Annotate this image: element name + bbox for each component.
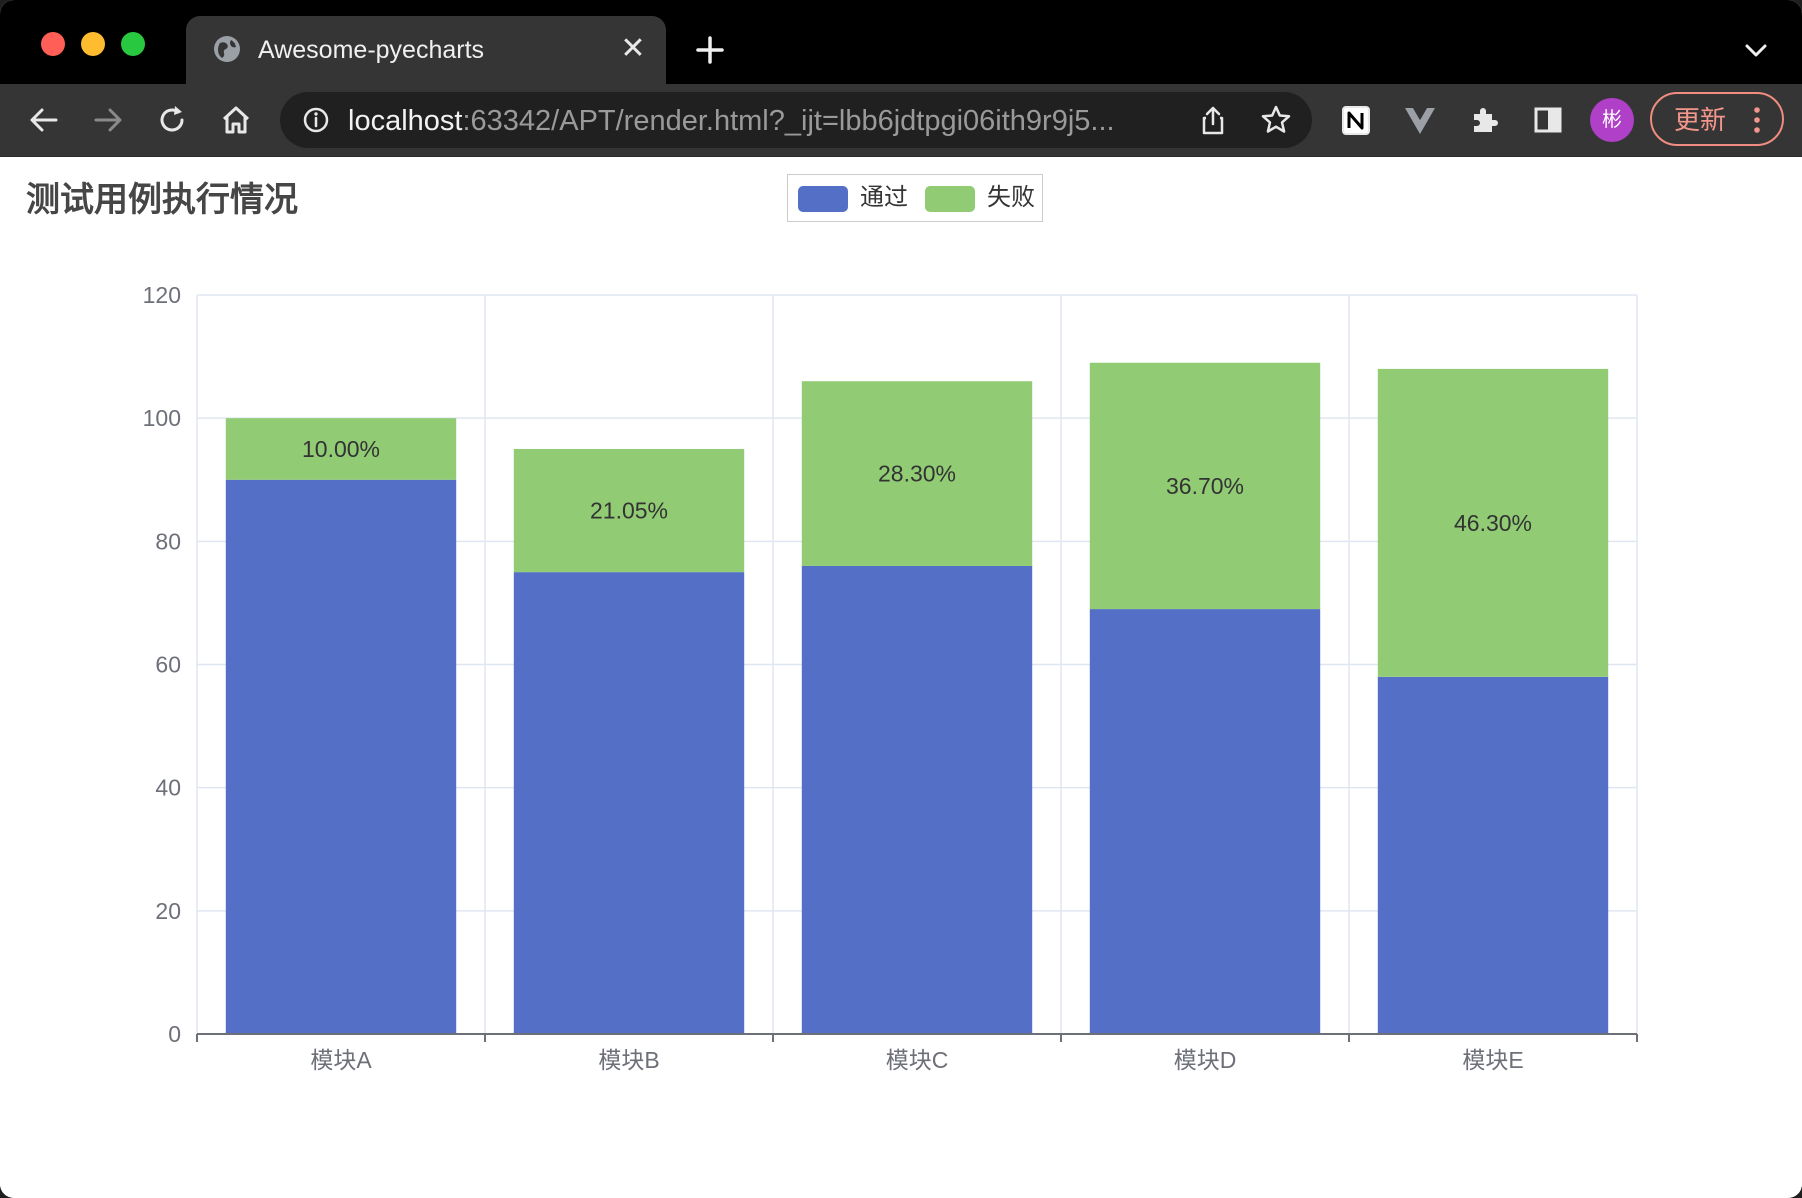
notion-extension-icon[interactable]	[1338, 102, 1374, 138]
globe-icon	[214, 36, 240, 62]
back-arrow-icon[interactable]	[26, 102, 62, 138]
bar-fail	[1089, 362, 1321, 610]
close-tab-icon[interactable]: ✕	[620, 32, 646, 65]
x-tick-label: 模块B	[598, 1047, 659, 1073]
url-host: localhost	[348, 105, 463, 137]
bar-data-label: 36.70%	[1166, 473, 1244, 499]
url-path: :63342/APT/render.html?_ijt=lbb6jdtpgi06…	[462, 105, 1115, 137]
browser-toolbar: localhost:63342/APT/render.html?_ijt=lbb…	[0, 84, 1802, 157]
x-tick-label: 模块C	[886, 1047, 949, 1073]
bar-pass	[1377, 676, 1609, 1034]
bar-fail	[1377, 368, 1609, 677]
bar-data-label: 21.05%	[590, 498, 668, 524]
x-tick-label: 模块D	[1174, 1047, 1237, 1073]
bar-pass	[801, 565, 1033, 1034]
extensions-puzzle-icon[interactable]	[1466, 102, 1502, 138]
bar-pass	[225, 479, 457, 1034]
tab-title: Awesome-pyecharts	[258, 36, 485, 64]
legend-label-pass: 通过	[860, 184, 908, 211]
update-button[interactable]: 更新	[1650, 92, 1784, 146]
forward-arrow-icon[interactable]	[90, 102, 126, 138]
chart-legend: 通过 失败	[787, 174, 1043, 222]
legend-swatch-pass	[798, 186, 848, 212]
page-content: 10.00% 21.05% 28.30% 36.70% 46.30% 0 20 40 60 80 1…	[0, 157, 1802, 1198]
home-icon[interactable]	[218, 102, 254, 138]
bar-fail	[225, 418, 457, 480]
more-vertical-icon[interactable]	[1750, 106, 1764, 134]
y-tick-label: 0	[168, 1021, 181, 1047]
y-tick-label: 60	[155, 652, 181, 678]
close-window-button[interactable]	[41, 32, 65, 56]
minimize-window-button[interactable]	[81, 32, 105, 56]
tab-strip: Awesome-pyecharts ✕	[0, 0, 1802, 84]
maximize-window-button[interactable]	[121, 32, 145, 56]
y-tick-label: 100	[143, 405, 181, 431]
side-panel-icon[interactable]	[1530, 102, 1566, 138]
y-tick-label: 20	[155, 898, 181, 924]
y-tick-label: 120	[143, 282, 181, 308]
bar-data-label: 28.30%	[878, 461, 956, 487]
bar-data-label: 10.00%	[302, 436, 380, 462]
bar-chart: 10.00% 21.05% 28.30% 36.70% 46.30% 0 20 40 60 80 1…	[143, 282, 1638, 1073]
bar-pass	[1089, 609, 1321, 1034]
update-label: 更新	[1674, 105, 1727, 135]
share-icon[interactable]	[1198, 104, 1228, 136]
x-tick-label: 模块E	[1462, 1047, 1523, 1073]
profile-avatar[interactable]: 彬	[1590, 98, 1634, 142]
address-bar[interactable]: localhost:63342/APT/render.html?_ijt=lbb…	[280, 92, 1312, 148]
y-tick-label: 80	[155, 528, 181, 554]
bar-pass	[513, 572, 745, 1034]
site-info-icon[interactable]	[302, 106, 330, 134]
y-tick-label: 40	[155, 775, 181, 801]
legend-swatch-fail	[925, 186, 975, 212]
bookmark-star-icon[interactable]	[1260, 104, 1292, 136]
browser-tab[interactable]: Awesome-pyecharts ✕	[186, 16, 666, 84]
url-text[interactable]: localhost:63342/APT/render.html?_ijt=lbb…	[348, 104, 1168, 138]
legend-label-fail: 失败	[987, 184, 1035, 211]
new-tab-plus-icon[interactable]	[694, 34, 726, 66]
x-tick-label: 模块A	[310, 1047, 372, 1073]
reload-icon[interactable]	[154, 102, 190, 138]
bar-fail	[801, 381, 1033, 566]
bar-fail	[513, 448, 745, 573]
chart-title: 测试用例执行情况	[26, 181, 298, 219]
vue-devtools-icon[interactable]	[1402, 102, 1438, 138]
chevron-down-icon[interactable]	[1742, 38, 1770, 62]
bar-data-label: 46.30%	[1454, 510, 1532, 536]
